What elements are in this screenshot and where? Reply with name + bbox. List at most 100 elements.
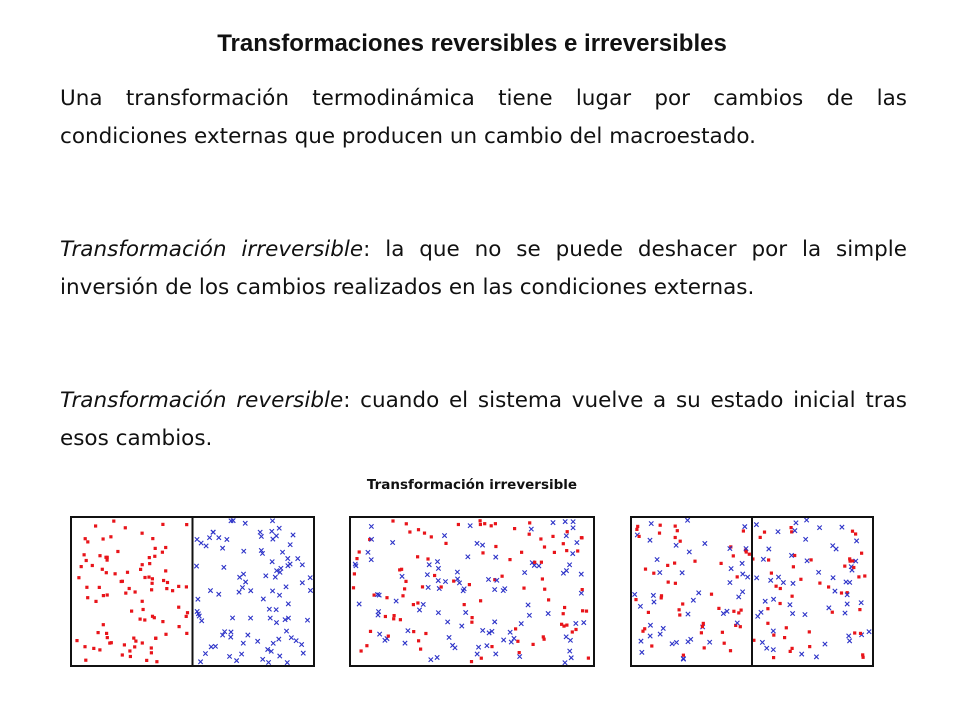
red-particle [522, 586, 526, 590]
blue-particle [563, 634, 569, 640]
blue-particle [207, 588, 214, 594]
blue-particle [573, 620, 579, 627]
blue-particle [368, 536, 375, 542]
blue-particle [745, 574, 751, 580]
blue-particle [728, 566, 734, 572]
blue-particle [567, 648, 573, 654]
red-particle [561, 612, 565, 616]
blue-particle [285, 555, 291, 562]
blue-particle [766, 546, 772, 552]
blue-particle [638, 638, 644, 644]
red-particle [419, 647, 423, 651]
blue-particle [434, 654, 440, 661]
blue-particle [578, 571, 584, 577]
blue-particle [844, 592, 850, 598]
red-particle [793, 553, 797, 558]
red-particle [79, 565, 83, 569]
blue-particle [474, 651, 480, 657]
red-particle [165, 580, 170, 585]
blue-particle [287, 542, 293, 548]
red-particle [383, 614, 387, 619]
blue-particle [545, 610, 551, 617]
blue-particle [272, 574, 278, 580]
blue-particle [368, 557, 374, 563]
panel-mixed-state-partition-restored [630, 516, 874, 667]
red-particle [86, 596, 90, 600]
red-particle [565, 549, 569, 553]
blue-particle [229, 615, 236, 621]
red-particle [439, 585, 443, 589]
blue-particle [480, 627, 486, 634]
blue-particle [474, 540, 480, 546]
red-particle [398, 568, 402, 572]
blue-particle [858, 600, 864, 606]
blue-particle [441, 533, 448, 539]
red-particle [636, 524, 640, 528]
blue-particle [673, 542, 679, 548]
blue-particle [517, 653, 523, 660]
blue-particle [399, 573, 405, 579]
blue-particle [727, 545, 733, 552]
blue-particle [654, 557, 660, 563]
blue-particle [243, 579, 249, 585]
red-particle [160, 550, 164, 554]
blue-particle [240, 640, 246, 646]
blue-particle [680, 656, 687, 662]
blue-particle [467, 523, 473, 529]
blue-particle [276, 636, 282, 642]
blue-particle [501, 637, 507, 643]
blue-particle [570, 525, 576, 531]
red-particle [494, 544, 498, 549]
blue-particle [221, 564, 227, 570]
red-particle [145, 658, 149, 662]
blue-particle [648, 520, 654, 527]
blue-particle [843, 579, 849, 585]
red-particle [148, 562, 152, 566]
red-particle [483, 522, 487, 526]
red-particle [122, 643, 126, 647]
red-particle [700, 625, 704, 629]
blue-particle [265, 646, 271, 653]
red-particle [112, 519, 116, 523]
blue-particle [442, 578, 449, 585]
red-particle [164, 632, 168, 636]
red-particle [391, 519, 395, 523]
red-particle [456, 522, 460, 527]
blue-particle [278, 565, 284, 571]
blue-particle [226, 653, 233, 660]
red-particle [113, 572, 117, 576]
blue-particle [804, 517, 810, 523]
red-particle [153, 554, 157, 558]
paragraph-reversible: Transformación reversible: cuando el sis… [60, 382, 907, 457]
red-particle [489, 524, 493, 528]
blue-particle [742, 524, 748, 530]
blue-particle [288, 635, 294, 641]
red-particle [769, 571, 773, 575]
red-particle [830, 610, 834, 614]
red-particle [541, 635, 545, 639]
blue-particle [274, 568, 280, 574]
red-particle [161, 522, 165, 526]
red-particle [650, 644, 654, 648]
blue-particle [740, 571, 746, 577]
red-particle [790, 530, 794, 534]
red-particle [128, 649, 132, 653]
red-particle [861, 655, 865, 659]
blue-particle [236, 589, 242, 595]
blue-particle [300, 650, 306, 656]
blue-particle [234, 658, 240, 664]
blue-particle [224, 536, 230, 543]
blue-particle [790, 580, 796, 586]
blue-particle [511, 635, 517, 641]
red-particle [404, 522, 408, 526]
red-particle [143, 575, 147, 580]
red-particle [857, 575, 861, 579]
red-particle [92, 646, 96, 650]
red-particle [560, 622, 564, 626]
blue-particle [230, 518, 236, 524]
blue-particle [562, 660, 568, 666]
blue-particle [368, 523, 374, 530]
blue-particle [770, 596, 777, 602]
red-particle [404, 579, 408, 583]
blue-particle [284, 660, 290, 666]
